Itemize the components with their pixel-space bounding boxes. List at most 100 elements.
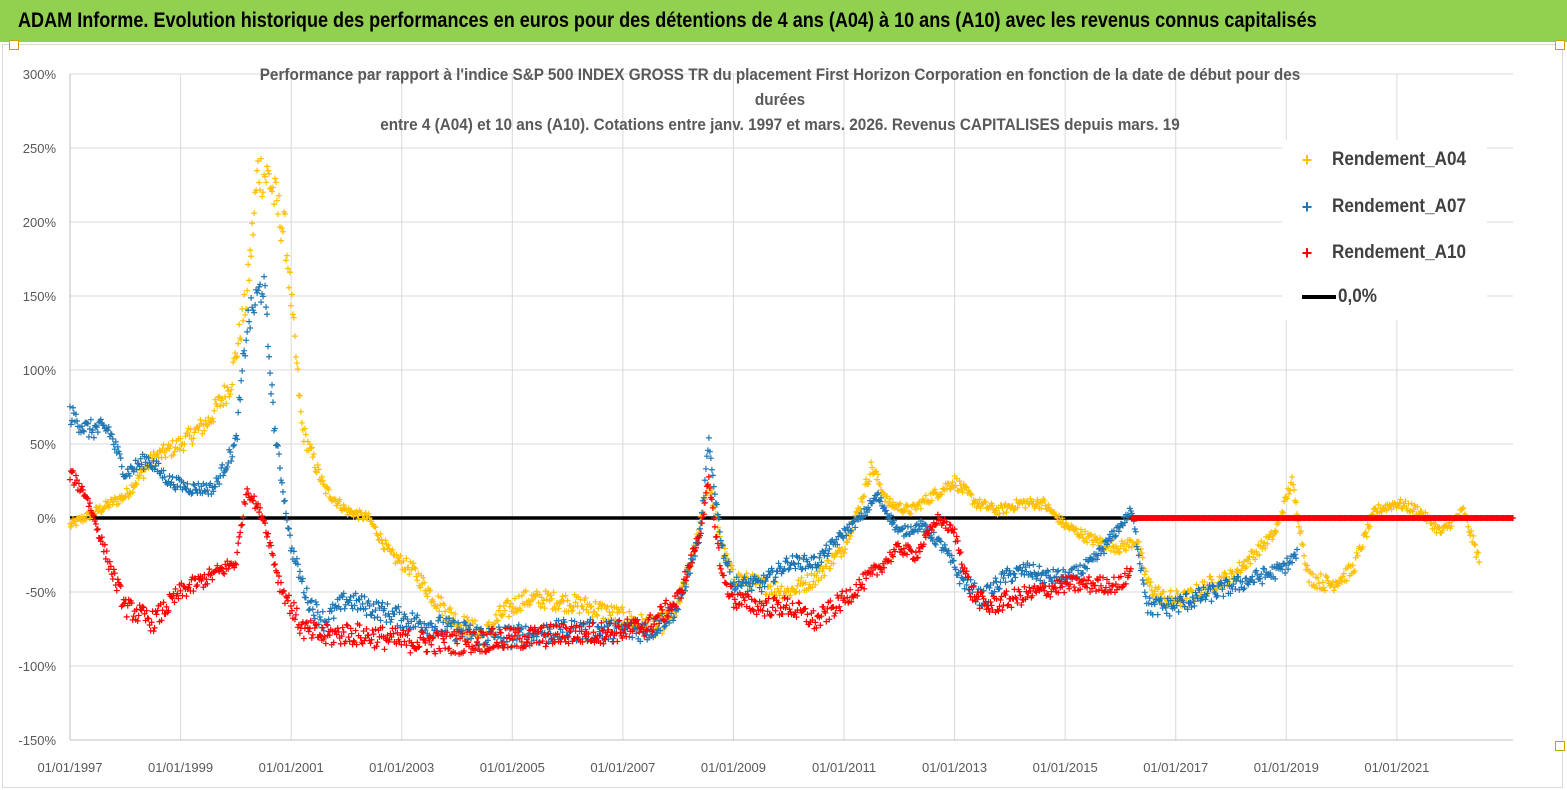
scatter-point-rendement-a07 bbox=[708, 466, 715, 473]
scatter-point-rendement-a10 bbox=[706, 485, 713, 492]
scatter-point-rendement-a07 bbox=[296, 568, 303, 575]
y-tick-label: 250% bbox=[23, 141, 57, 156]
scatter-point-rendement-a04 bbox=[1317, 571, 1324, 578]
resize-handle-top-left[interactable] bbox=[9, 40, 19, 50]
scatter-point-rendement-a10 bbox=[869, 570, 876, 577]
scatter-point-rendement-a10 bbox=[1127, 565, 1134, 572]
scatter-point-rendement-a10 bbox=[1102, 584, 1109, 591]
scatter-point-rendement-a10 bbox=[751, 597, 758, 604]
scatter-point-rendement-a07 bbox=[1202, 596, 1209, 603]
scatter-point-rendement-a10 bbox=[91, 517, 98, 524]
scatter-point-rendement-a10 bbox=[832, 610, 839, 617]
scatter-point-rendement-a10 bbox=[613, 630, 620, 637]
scatter-point-rendement-a10 bbox=[171, 599, 178, 606]
scatter-point-rendement-a04 bbox=[1363, 533, 1370, 540]
scatter-point-rendement-a10 bbox=[661, 617, 668, 624]
scatter-point-rendement-a10 bbox=[203, 576, 210, 583]
scatter-point-rendement-a10 bbox=[108, 571, 115, 578]
scatter-point-rendement-a04 bbox=[290, 314, 297, 321]
scatter-point-rendement-a10 bbox=[1051, 583, 1058, 590]
scatter-point-rendement-a10 bbox=[988, 602, 995, 609]
scatter-point-rendement-a04 bbox=[1289, 473, 1296, 480]
scatter-point-rendement-a10 bbox=[1056, 576, 1063, 583]
scatter-point-rendement-a07 bbox=[372, 607, 379, 614]
scatter-point-rendement-a04 bbox=[501, 607, 508, 614]
scatter-point-rendement-a10 bbox=[424, 648, 431, 655]
scatter-point-rendement-a10 bbox=[419, 629, 426, 636]
scatter-point-rendement-a07 bbox=[801, 552, 808, 559]
scatter-point-rendement-a10 bbox=[1108, 583, 1115, 590]
scatter-point-rendement-a04 bbox=[547, 592, 554, 599]
scatter-point-rendement-a07 bbox=[928, 534, 935, 541]
scatter-point-rendement-a07 bbox=[339, 593, 346, 600]
scatter-point-rendement-a07 bbox=[284, 525, 291, 532]
scatter-point-rendement-a04 bbox=[136, 473, 143, 480]
scatter-point-rendement-a10 bbox=[165, 607, 172, 614]
scatter-point-rendement-a07 bbox=[791, 561, 798, 568]
scatter-point-rendement-a10 bbox=[103, 548, 110, 555]
scatter-point-rendement-a10 bbox=[346, 638, 353, 645]
scatter-point-rendement-a07 bbox=[931, 540, 938, 547]
scatter-point-rendement-a07 bbox=[1181, 603, 1188, 610]
scatter-point-rendement-a04 bbox=[296, 392, 303, 399]
scatter-point-rendement-a04 bbox=[254, 167, 261, 174]
scatter-point-rendement-a04 bbox=[266, 170, 273, 177]
scatter-point-rendement-a10 bbox=[1005, 601, 1012, 608]
scatter-point-rendement-a07 bbox=[815, 562, 822, 569]
scatter-point-rendement-a07 bbox=[1180, 599, 1187, 606]
scatter-point-rendement-a07 bbox=[937, 538, 944, 545]
scatter-point-rendement-a07 bbox=[1232, 586, 1239, 593]
scatter-point-rendement-a04 bbox=[1066, 526, 1073, 533]
resize-handle-top-right[interactable] bbox=[1555, 40, 1565, 50]
scatter-point-rendement-a04 bbox=[190, 435, 197, 442]
scatter-point-rendement-a10 bbox=[1105, 580, 1112, 587]
scatter-point-rendement-a04 bbox=[587, 604, 594, 611]
scatter-point-rendement-a07 bbox=[756, 584, 763, 591]
scatter-point-rendement-a10 bbox=[72, 472, 79, 479]
scatter-point-rendement-a07 bbox=[265, 343, 272, 350]
scatter-point-rendement-a10 bbox=[1099, 574, 1106, 581]
scatter-point-rendement-a04 bbox=[204, 423, 211, 430]
scatter-point-rendement-a10 bbox=[606, 620, 613, 627]
scatter-point-rendement-a04 bbox=[292, 354, 299, 361]
scatter-point-rendement-a07 bbox=[733, 574, 740, 581]
scatter-point-rendement-a04 bbox=[377, 530, 384, 537]
scatter-point-rendement-a04 bbox=[293, 360, 300, 367]
scatter-point-rendement-a04 bbox=[569, 607, 576, 614]
scatter-point-rendement-a07 bbox=[351, 602, 358, 609]
scatter-point-rendement-a10 bbox=[616, 617, 623, 624]
scatter-point-rendement-a04 bbox=[896, 500, 903, 507]
scatter-point-rendement-a10 bbox=[1103, 576, 1110, 583]
scatter-point-rendement-a10 bbox=[404, 632, 411, 639]
scatter-point-rendement-a04 bbox=[548, 595, 555, 602]
scatter-point-rendement-a10 bbox=[330, 639, 337, 646]
scatter-point-rendement-a10 bbox=[345, 634, 352, 641]
scatter-point-rendement-a07 bbox=[844, 524, 851, 531]
scatter-point-rendement-a04 bbox=[989, 502, 996, 509]
scatter-point-rendement-a04 bbox=[503, 598, 510, 605]
scatter-point-rendement-a04 bbox=[1330, 587, 1337, 594]
scatter-point-rendement-a07 bbox=[870, 497, 877, 504]
scatter-point-rendement-a10 bbox=[963, 568, 970, 575]
scatter-point-rendement-a10 bbox=[287, 602, 294, 609]
scatter-point-rendement-a10 bbox=[898, 549, 905, 556]
scatter-point-rendement-a04 bbox=[436, 608, 443, 615]
scatter-point-rendement-a07 bbox=[157, 470, 164, 477]
scatter-point-rendement-a10 bbox=[528, 640, 535, 647]
x-tick-label: 01/01/2021 bbox=[1364, 760, 1429, 775]
scatter-point-rendement-a07 bbox=[83, 420, 90, 427]
scatter-point-rendement-a04 bbox=[282, 257, 289, 264]
scatter-point-rendement-a10 bbox=[711, 523, 718, 530]
scatter-point-rendement-a04 bbox=[284, 265, 291, 272]
scatter-point-rendement-a10 bbox=[414, 639, 421, 646]
scatter-point-rendement-a07 bbox=[231, 441, 238, 448]
scatter-point-rendement-a04 bbox=[774, 585, 781, 592]
scatter-point-rendement-a10 bbox=[461, 647, 468, 654]
scatter-point-rendement-a07 bbox=[661, 624, 668, 631]
scatter-point-rendement-a10 bbox=[523, 639, 530, 646]
scatter-point-rendement-a10 bbox=[599, 627, 606, 634]
scatter-point-rendement-a10 bbox=[206, 566, 213, 573]
scatter-point-rendement-a04 bbox=[234, 353, 241, 360]
resize-handle-bottom-right[interactable] bbox=[1555, 741, 1565, 751]
